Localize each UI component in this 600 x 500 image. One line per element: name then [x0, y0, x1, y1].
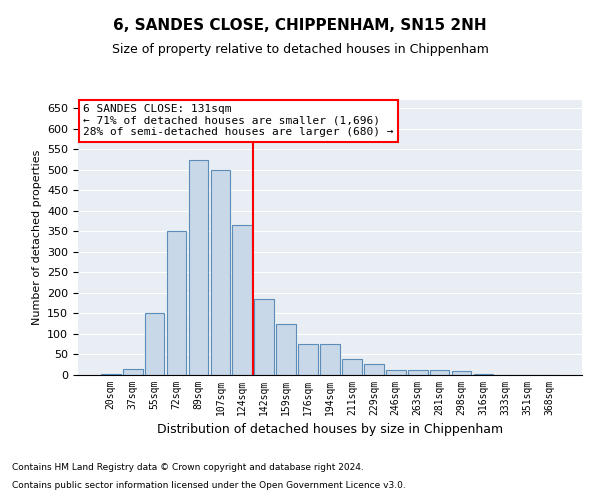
Bar: [145, 314, 164, 375]
Bar: [386, 370, 406, 375]
Bar: [430, 370, 449, 375]
Text: Contains public sector information licensed under the Open Government Licence v3: Contains public sector information licen…: [12, 481, 406, 490]
Bar: [188, 160, 208, 375]
Bar: [320, 344, 340, 375]
Bar: [101, 374, 121, 375]
Bar: [342, 358, 362, 375]
Bar: [408, 370, 428, 375]
Bar: [123, 369, 143, 375]
Bar: [232, 225, 252, 375]
Bar: [254, 299, 274, 375]
Text: 6, SANDES CLOSE, CHIPPENHAM, SN15 2NH: 6, SANDES CLOSE, CHIPPENHAM, SN15 2NH: [113, 18, 487, 32]
Bar: [364, 364, 384, 375]
Bar: [276, 324, 296, 375]
Bar: [167, 232, 187, 375]
X-axis label: Distribution of detached houses by size in Chippenham: Distribution of detached houses by size …: [157, 424, 503, 436]
Bar: [211, 170, 230, 375]
Text: Size of property relative to detached houses in Chippenham: Size of property relative to detached ho…: [112, 42, 488, 56]
Y-axis label: Number of detached properties: Number of detached properties: [32, 150, 41, 325]
Text: 6 SANDES CLOSE: 131sqm
← 71% of detached houses are smaller (1,696)
28% of semi-: 6 SANDES CLOSE: 131sqm ← 71% of detached…: [83, 104, 394, 138]
Bar: [473, 374, 493, 375]
Bar: [452, 371, 472, 375]
Text: Contains HM Land Registry data © Crown copyright and database right 2024.: Contains HM Land Registry data © Crown c…: [12, 464, 364, 472]
Bar: [298, 344, 318, 375]
